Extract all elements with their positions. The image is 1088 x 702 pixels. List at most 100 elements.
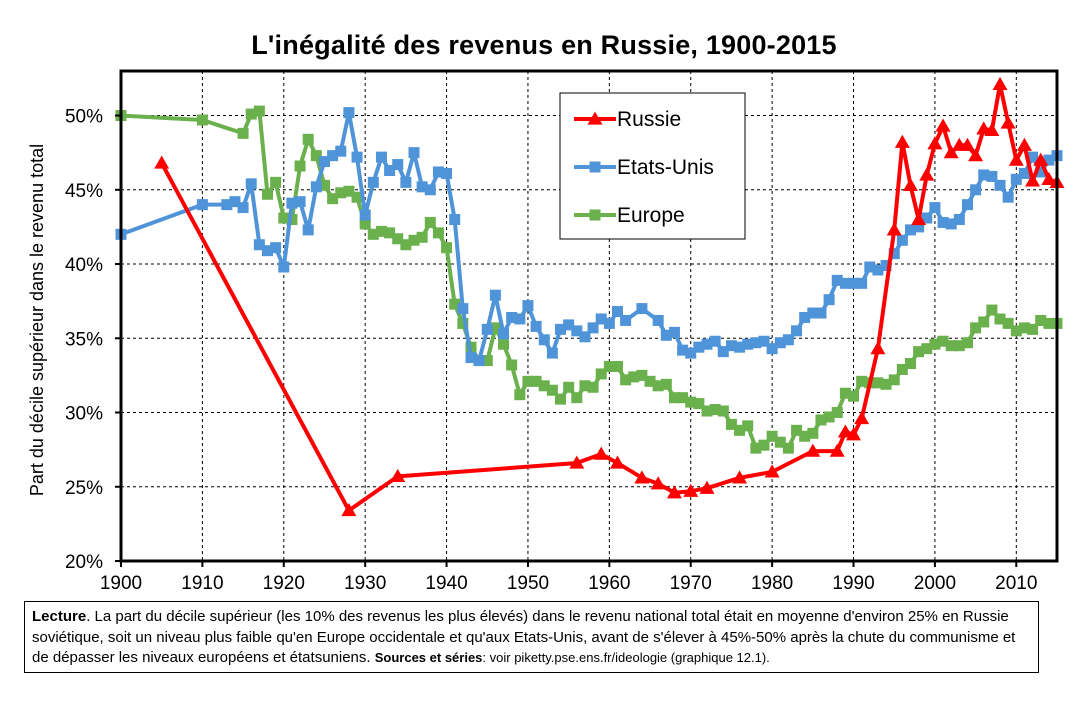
caption-sources-text: : voir piketty.pse.ens.fr/ideologie (gra… [482, 650, 770, 665]
data-point [449, 213, 461, 225]
data-point [587, 381, 599, 393]
data-point [408, 234, 420, 246]
data-point [538, 380, 550, 392]
legend-item: Etats-Unis [574, 156, 714, 179]
data-point [154, 155, 170, 169]
data-point [961, 337, 973, 349]
data-point [766, 430, 778, 442]
y-tick-label: 35% [65, 329, 103, 350]
x-tick-label: 1960 [588, 573, 630, 594]
data-point [555, 323, 567, 335]
plot-area-frame [119, 69, 1059, 563]
data-point [750, 337, 762, 349]
data-point [886, 222, 902, 236]
y-tick-label: 45% [65, 181, 103, 202]
data-point [237, 202, 249, 214]
data-point [390, 468, 406, 482]
data-point [481, 323, 493, 335]
data-point [774, 436, 786, 448]
data-point [1010, 173, 1022, 185]
data-point [457, 303, 469, 315]
legend: Russie Etats-Unis Europe [559, 92, 746, 240]
data-point [359, 218, 371, 230]
data-point [872, 264, 884, 276]
data-point [335, 145, 347, 157]
data-point [563, 319, 575, 331]
data-point [245, 108, 257, 120]
data-point [750, 442, 762, 454]
data-point [904, 358, 916, 370]
data-point [961, 199, 973, 211]
data-point [579, 380, 591, 392]
data-point [1002, 191, 1014, 203]
data-point [994, 313, 1006, 325]
data-point [593, 446, 609, 460]
data-point [717, 346, 729, 358]
data-point [774, 337, 786, 349]
data-point [856, 277, 868, 289]
data-point [693, 341, 705, 353]
data-point [764, 464, 780, 478]
data-point [375, 225, 387, 237]
data-point [894, 134, 910, 148]
caption-box: Lecture. La part du décile supérieur (le… [24, 601, 1039, 673]
data-point [968, 148, 984, 162]
data-point [441, 167, 453, 179]
data-point [538, 334, 550, 346]
data-point [725, 340, 737, 352]
data-point [481, 355, 493, 367]
data-point [709, 404, 721, 416]
data-point [392, 233, 404, 245]
data-point [253, 239, 265, 251]
data-point [935, 118, 951, 132]
data-point [262, 188, 274, 200]
data-point [896, 234, 908, 246]
data-point [913, 221, 925, 233]
x-tick-label: 1970 [670, 573, 712, 594]
data-point [984, 122, 1000, 137]
data-point [318, 156, 330, 168]
data-point [318, 179, 330, 191]
series-etats-unis [115, 107, 1063, 367]
data-point [644, 375, 656, 387]
x-tick-label: 1980 [751, 573, 793, 594]
data-point [937, 216, 949, 228]
data-point [870, 341, 886, 355]
data-point [766, 343, 778, 355]
data-point [927, 136, 943, 150]
data-point [1025, 173, 1041, 187]
data-point [302, 133, 314, 145]
data-point [880, 260, 892, 272]
data-point [375, 151, 387, 163]
data-point [514, 313, 526, 325]
data-point [286, 197, 298, 209]
data-point [799, 311, 811, 323]
data-point [929, 202, 941, 214]
data-point [888, 248, 900, 260]
data-point [758, 335, 770, 347]
legend-label: Russie [617, 108, 681, 131]
data-point [970, 322, 982, 334]
data-point [709, 335, 721, 347]
data-point [327, 193, 339, 205]
data-point [959, 137, 975, 151]
y-axis-ticks: 20% 25% 30% 35% 40% 45% 50% [65, 107, 121, 573]
data-point [677, 344, 689, 356]
data-point [815, 414, 827, 426]
caption-text: . La part du décile supérieur (les 10% d… [32, 608, 1016, 666]
data-point [400, 239, 412, 251]
y-tick-label: 40% [65, 255, 103, 276]
x-tick-label: 2010 [995, 573, 1037, 594]
data-point [221, 199, 233, 211]
data-point [978, 169, 990, 181]
data-point [902, 177, 918, 191]
data-point [831, 407, 843, 419]
data-point [262, 245, 274, 257]
data-point [636, 303, 648, 315]
data-point [782, 442, 794, 454]
legend-item: Europe [574, 204, 685, 227]
legend-label: Etats-Unis [617, 156, 714, 179]
data-point [530, 320, 542, 332]
series-layer [115, 76, 1065, 517]
data-point [913, 346, 925, 358]
